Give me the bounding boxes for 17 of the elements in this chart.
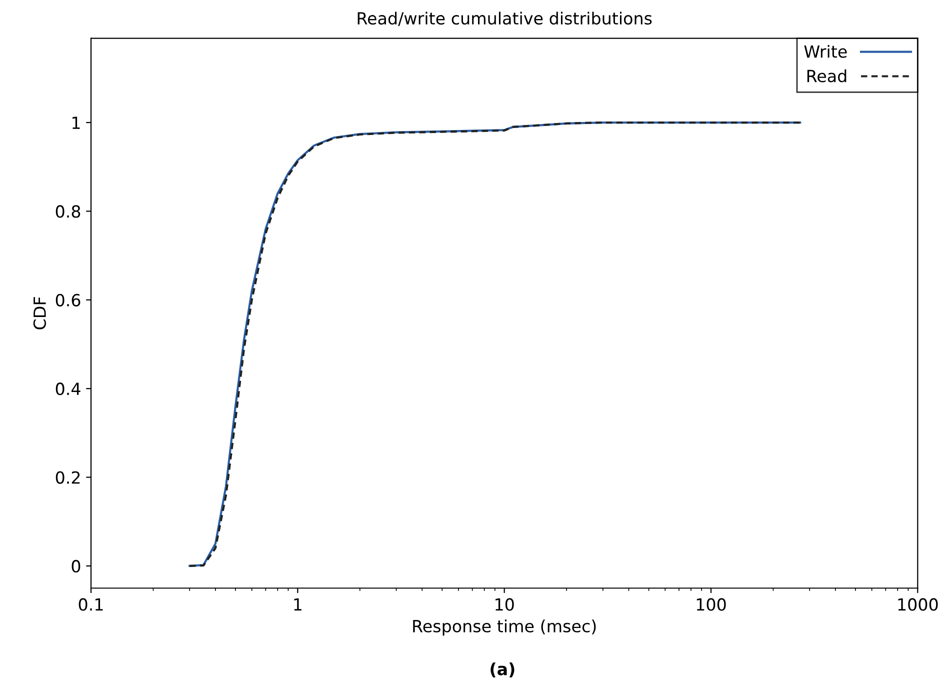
y-tick-label: 0.8 <box>56 205 80 218</box>
y-tick-label: 0.2 <box>56 471 80 484</box>
y-tick-label: 0 <box>72 560 80 573</box>
y-tick-label: 0.4 <box>56 382 80 396</box>
x-tick-label: 0.1 <box>78 598 103 611</box>
x-tick-label: 1 <box>294 598 302 611</box>
y-axis-title: CDF <box>33 297 46 330</box>
x-tick-label: 10 <box>496 598 514 611</box>
legend-label: Write <box>804 44 847 58</box>
x-tick-label: 1000 <box>898 598 938 611</box>
y-tick-label: 1 <box>72 116 80 129</box>
y-tick-label: 0.6 <box>56 294 80 306</box>
text: (a) <box>490 662 514 678</box>
legend-label: Read <box>807 69 846 82</box>
x-axis-title: Response time (msec) <box>413 620 596 636</box>
x-tick-label: 100 <box>696 598 726 611</box>
chart-title: Read/write cumulative distributions <box>358 12 652 26</box>
